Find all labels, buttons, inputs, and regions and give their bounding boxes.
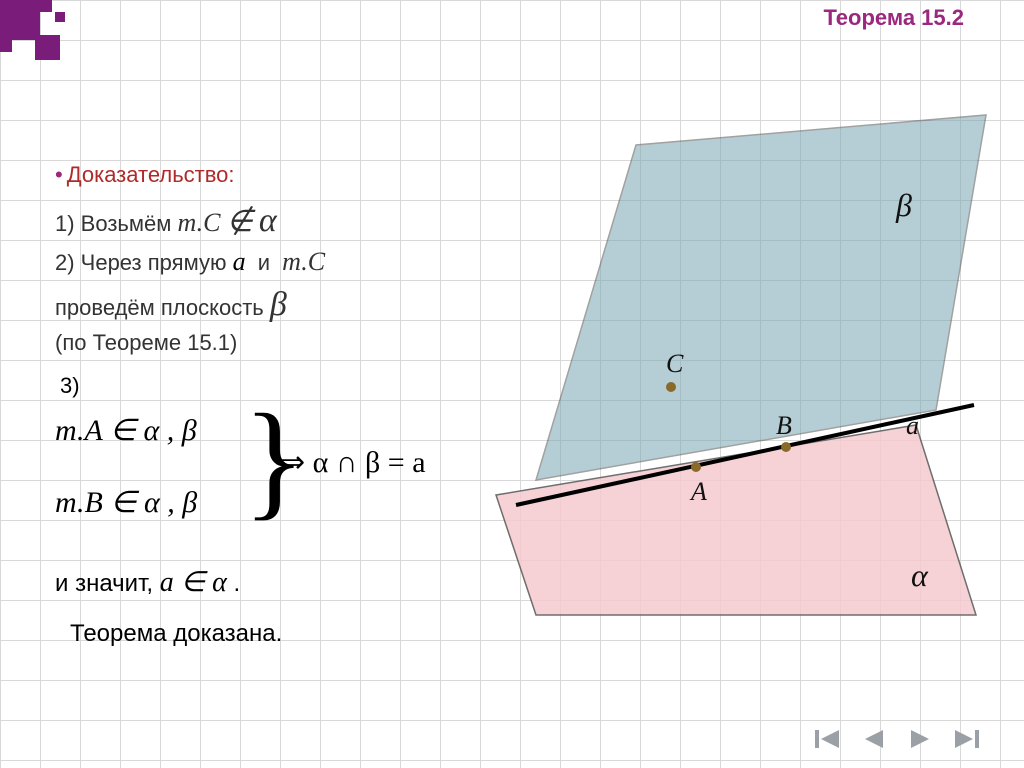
prev-button[interactable] [856, 725, 892, 753]
last-button[interactable] [948, 725, 984, 753]
theorem-proven: Теорема доказана. [70, 620, 282, 648]
label-alpha: α [911, 557, 928, 594]
line1-prefix: 1) Возьмём [55, 211, 171, 236]
alpha-symbol: α [259, 202, 277, 239]
line2-prefix: 2) Через прямую [55, 250, 226, 275]
conclude-dot: . [234, 570, 241, 597]
line-a: a [233, 247, 246, 276]
conclude-math: a ∈ α [160, 567, 227, 598]
label-line-a: a [906, 411, 919, 441]
theorem-header: Теорема 15.2 [0, 5, 1024, 31]
label-b-point: B [776, 411, 792, 441]
conclude-line: и значит, a ∈ α . [55, 565, 240, 599]
point-c-text2: т.С [282, 247, 325, 276]
proof-text: •Доказательство: 1) Возьмём т.С ∉ α 2) Ч… [55, 160, 485, 359]
label-beta: β [896, 187, 912, 224]
beta-symbol: β [270, 286, 287, 323]
conclude-prefix: и значит, [55, 570, 160, 597]
point-a-dot [691, 462, 701, 472]
label-a-point: A [691, 477, 707, 507]
line2b: проведём плоскость [55, 295, 264, 320]
theorem-ref: (по Теореме 15.1) [55, 328, 485, 359]
math-derivation: т.A ∈ α , β т.B ∈ α , β } ⇒ α ∩ β = a [55, 395, 515, 555]
point-b-dot [781, 442, 791, 452]
geometry-diagram: A B C a α β [476, 105, 996, 635]
point-c-text: т.С [178, 208, 221, 237]
premise-a: т.A ∈ α , β [55, 413, 197, 448]
conclusion: ⇒ α ∩ β = a [280, 445, 426, 480]
and-text: и [258, 250, 270, 275]
notin-symbol: ∉ [227, 205, 253, 238]
nav-buttons [810, 725, 984, 753]
first-button[interactable] [810, 725, 846, 753]
point-c-dot [666, 382, 676, 392]
premise-b: т.B ∈ α , β [55, 485, 197, 520]
next-button[interactable] [902, 725, 938, 753]
proof-label: Доказательство: [67, 162, 235, 187]
label-c-point: C [666, 349, 683, 379]
